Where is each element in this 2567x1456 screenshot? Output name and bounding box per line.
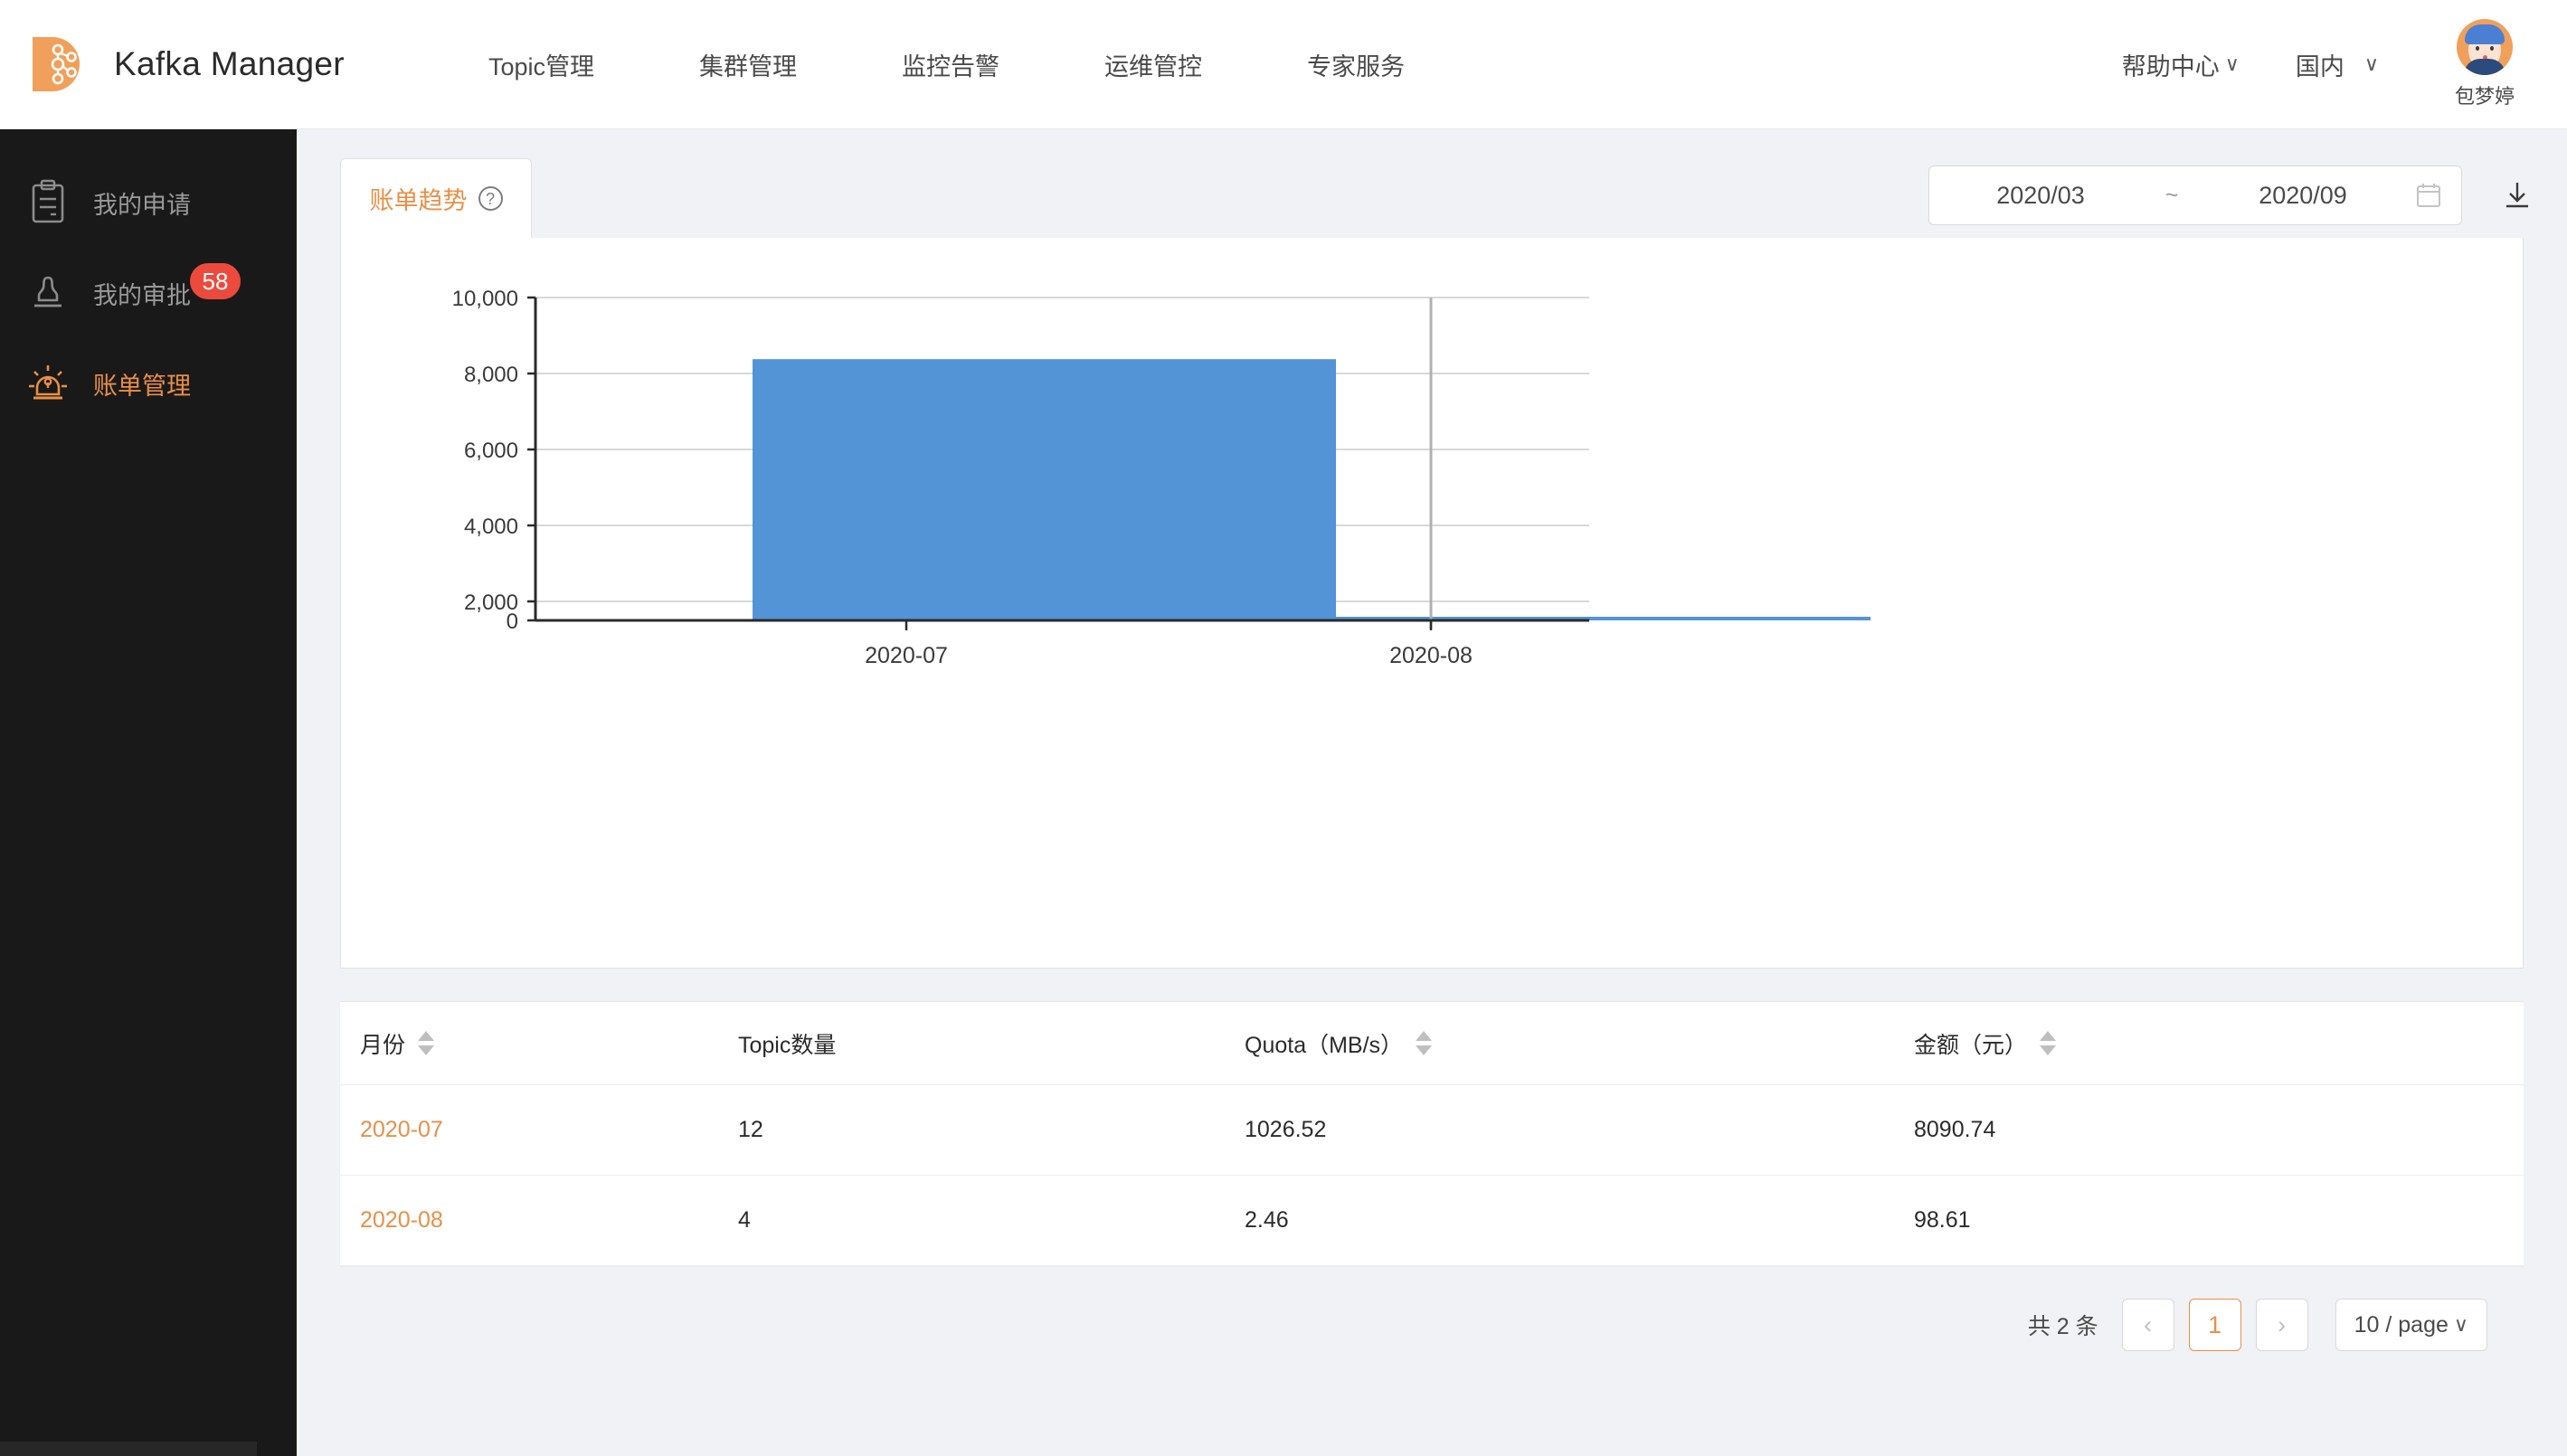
chart-y-axis: 10,000 8,000 6,000 4,000 2,000 0 [452, 287, 537, 634]
column-header-quota[interactable]: Quota（MB/s） [1245, 1027, 1914, 1060]
chevron-down-icon: ∨ [2453, 1313, 2468, 1336]
billing-table: 月份 Topic数量 Quota（MB/s） 金额（元） 2020-07 12 … [340, 1001, 2524, 1267]
region-label: 国内 [2295, 52, 2344, 80]
cell-topic-count: 4 [738, 1207, 751, 1233]
table-row[interactable]: 2020-07 12 1026.52 8090.74 [340, 1085, 2524, 1176]
table-header-row: 月份 Topic数量 Quota（MB/s） 金额（元） [340, 1002, 2524, 1085]
app-header: Kafka Manager Topic管理 集群管理 监控告警 运维管控 专家服… [0, 0, 2567, 129]
column-label: 月份 [360, 1032, 406, 1058]
sidebar-scrollbar[interactable] [0, 1442, 257, 1456]
chevron-down-icon: ∨ [2224, 52, 2240, 75]
column-header-topic-count: Topic数量 [738, 1027, 1245, 1060]
column-label: Topic数量 [738, 1032, 837, 1058]
date-range-picker[interactable]: 2020/03 ~ 2020/09 [1928, 165, 2462, 225]
svg-text:0: 0 [507, 610, 518, 634]
sidebar-item-my-approvals[interactable]: 我的审批 58 [0, 261, 297, 323]
tab-label: 账单趋势 [369, 187, 468, 214]
billing-trend-chart: 10,000 8,000 6,000 4,000 2,000 0 2020-07… [340, 238, 2524, 969]
download-icon[interactable] [2500, 178, 2534, 213]
brand-title: Kafka Manager [114, 45, 345, 82]
cell-quota: 2.46 [1245, 1207, 1289, 1233]
cell-amount: 8090.74 [1914, 1117, 1996, 1142]
date-range-separator: ~ [2164, 182, 2179, 208]
content-topbar: 账单趋势 ? 2020/03 ~ 2020/09 [297, 129, 2567, 238]
alarm-siren-icon [23, 358, 73, 409]
nav-item-ops[interactable]: 运维管控 [1104, 52, 1203, 80]
sidebar-item-billing[interactable]: 账单管理 [0, 354, 297, 413]
stamp-icon [23, 268, 73, 318]
pagination-prev-button[interactable]: ‹ [2121, 1299, 2174, 1351]
sidebar-item-label: 我的申请 [93, 191, 191, 219]
kafka-d-logo-icon [25, 32, 90, 97]
column-header-amount[interactable]: 金额（元） [1914, 1027, 2524, 1060]
page-size-label: 10 / page [2354, 1311, 2449, 1338]
table-row[interactable]: 2020-08 4 2.46 98.61 [340, 1176, 2524, 1266]
nav-item-expert[interactable]: 专家服务 [1307, 52, 1406, 80]
sidebar-item-my-applications[interactable]: 我的申请 [0, 173, 297, 232]
column-header-month[interactable]: 月份 [340, 1027, 738, 1060]
nav-item-cluster[interactable]: 集群管理 [699, 52, 798, 80]
brand[interactable]: Kafka Manager [25, 32, 345, 97]
bar-2020-07 [753, 359, 1336, 620]
pagination-next-button[interactable]: › [2255, 1299, 2308, 1351]
month-link[interactable]: 2020-08 [360, 1207, 443, 1233]
column-label: 金额（元） [1914, 1032, 2028, 1058]
column-label: Quota（MB/s） [1245, 1032, 1404, 1058]
status-badge: 58 [188, 261, 242, 301]
svg-text:4,000: 4,000 [464, 515, 518, 539]
svg-text:6,000: 6,000 [464, 439, 518, 463]
chevron-down-icon: ∨ [2363, 52, 2379, 75]
cell-quota: 1026.52 [1245, 1117, 1327, 1142]
svg-text:2020-08: 2020-08 [1389, 643, 1473, 668]
nav-item-monitor[interactable]: 监控告警 [902, 52, 1000, 80]
user-menu[interactable]: 包梦婷 [2435, 19, 2534, 109]
header-right: 帮助中心 ∨ 国内 ∨ 包梦婷 [2122, 19, 2534, 109]
sort-toggle-quota[interactable] [1416, 1031, 1433, 1055]
tab-billing-trend[interactable]: 账单趋势 ? [340, 158, 532, 238]
date-range-start[interactable]: 2020/03 [1996, 181, 2085, 209]
cell-topic-count: 12 [738, 1117, 763, 1142]
sidebar: 我的申请 我的审批 58 账单管理 [0, 129, 297, 1456]
bar-2020-08 [1287, 617, 1871, 620]
chart-svg: 10,000 8,000 6,000 4,000 2,000 0 2020-07… [452, 287, 1871, 668]
main-content: 账单趋势 ? 2020/03 ~ 2020/09 [297, 129, 2567, 1456]
question-circle-icon[interactable]: ? [478, 186, 503, 211]
main-nav: Topic管理 集群管理 监控告警 运维管控 专家服务 [488, 47, 1405, 82]
svg-text:2020-07: 2020-07 [865, 643, 948, 668]
sort-toggle-month[interactable] [418, 1031, 435, 1055]
avatar [2457, 19, 2513, 75]
sidebar-item-label: 账单管理 [93, 372, 191, 400]
sort-toggle-amount[interactable] [2040, 1031, 2057, 1055]
help-center-menu[interactable]: 帮助中心 ∨ [2122, 47, 2240, 82]
pagination-page-1[interactable]: 1 [2188, 1299, 2241, 1351]
calendar-icon [2414, 181, 2443, 210]
user-name: 包梦婷 [2454, 85, 2515, 108]
svg-text:8,000: 8,000 [464, 363, 518, 387]
date-range-end[interactable]: 2020/09 [2259, 181, 2347, 209]
cell-month: 2020-08 [340, 1207, 738, 1234]
nav-item-topic[interactable]: Topic管理 [488, 52, 595, 80]
clipboard-icon [23, 177, 73, 228]
pagination: 共 2 条 ‹ 1 › 10 / page ∨ [340, 1267, 2524, 1383]
cell-amount: 98.61 [1914, 1207, 1971, 1233]
region-menu[interactable]: 国内 ∨ [2296, 47, 2379, 82]
svg-text:10,000: 10,000 [452, 287, 518, 311]
pagination-total: 共 2 条 [2027, 1314, 2098, 1339]
page-size-select[interactable]: 10 / page ∨ [2335, 1299, 2487, 1351]
chart-bars [753, 359, 1871, 620]
svg-text:2,000: 2,000 [464, 591, 518, 615]
sidebar-item-label: 我的审批 [93, 281, 191, 309]
help-center-label: 帮助中心 [2121, 52, 2220, 80]
month-link[interactable]: 2020-07 [360, 1117, 443, 1142]
cell-month: 2020-07 [340, 1117, 738, 1143]
